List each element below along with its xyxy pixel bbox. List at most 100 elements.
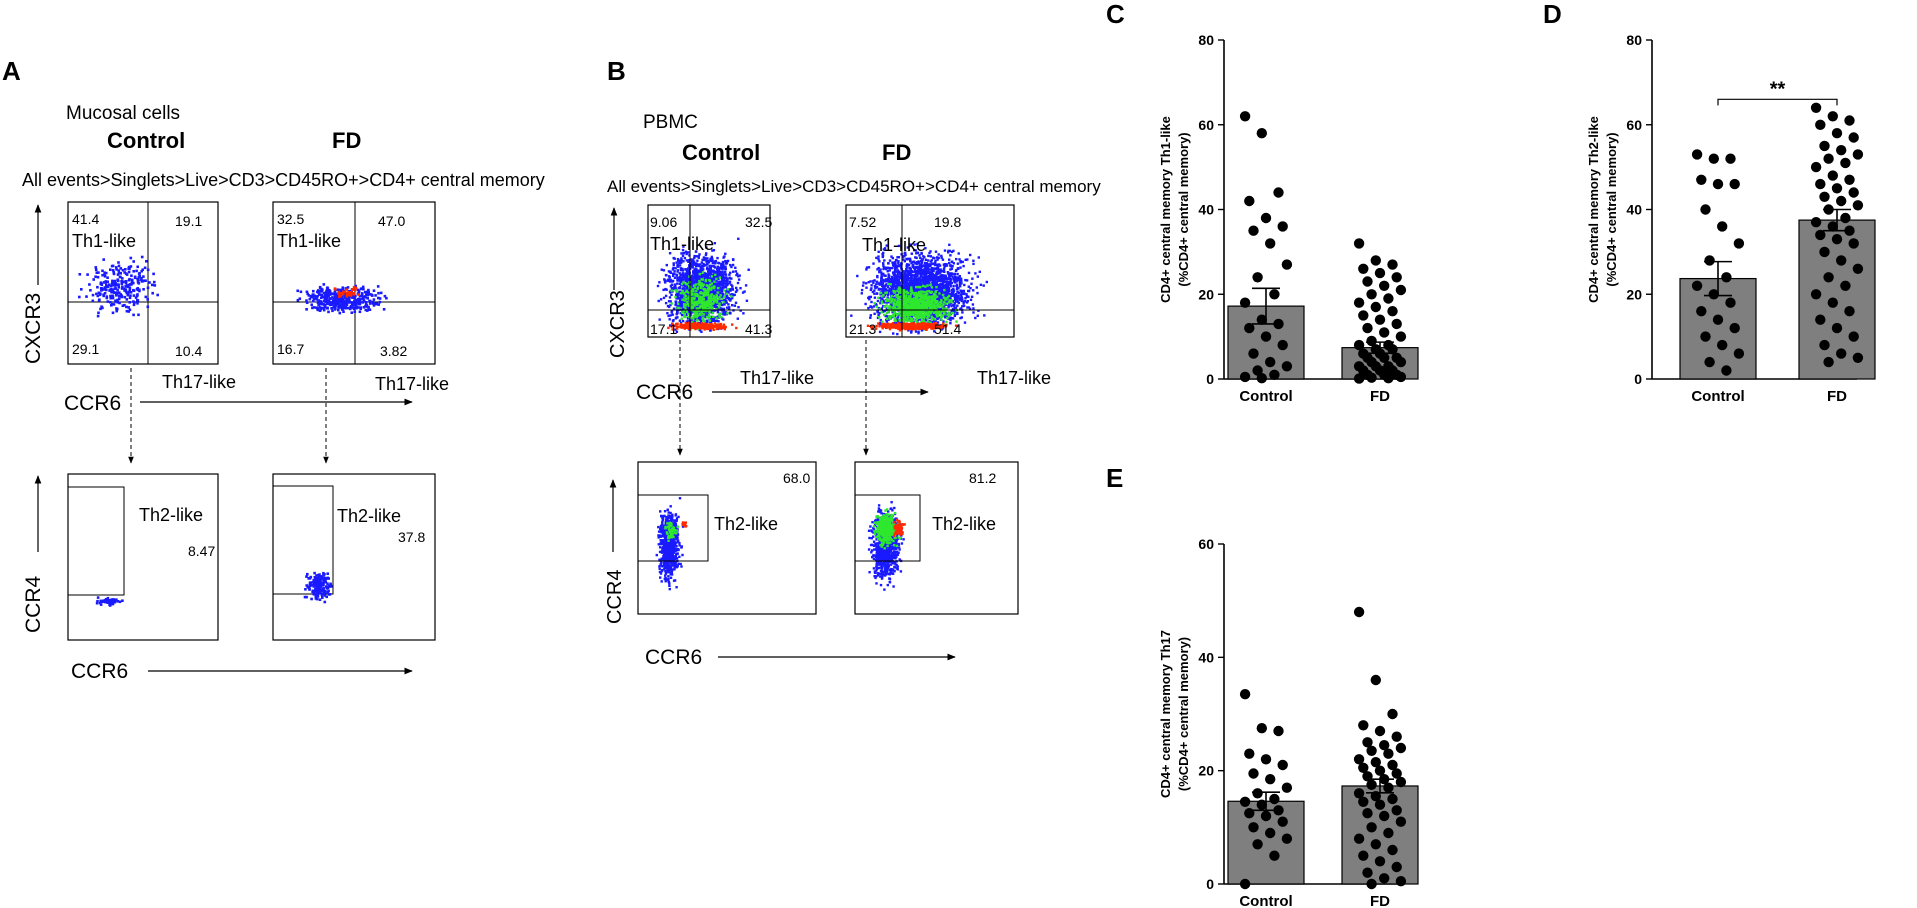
event-dot (910, 331, 913, 334)
event-dot (727, 307, 731, 310)
event-dot (368, 308, 372, 311)
event-dot (882, 262, 885, 265)
event-dot (948, 290, 951, 293)
event-dot (156, 293, 159, 297)
event-dot (714, 303, 718, 306)
event-dot (707, 313, 711, 316)
event-dot (104, 271, 108, 275)
event-dot (687, 260, 690, 263)
event-dot (689, 295, 693, 298)
plot-frame (845, 204, 1015, 338)
event-dot (704, 302, 707, 306)
event-dot (352, 294, 355, 298)
event-dot (343, 294, 346, 297)
event-dot (96, 294, 100, 298)
event-dot (721, 262, 724, 266)
event-dot (972, 262, 975, 266)
event-dot (722, 282, 726, 285)
event-dot (124, 290, 128, 293)
event-dot (735, 273, 738, 277)
event-dot (682, 245, 685, 248)
event-dot (870, 300, 873, 304)
event-dot (890, 255, 893, 258)
event-dot (704, 313, 707, 316)
event-dot (307, 586, 311, 590)
event-dot (911, 287, 914, 291)
event-dot (117, 297, 121, 301)
event-dot (700, 327, 703, 330)
event-dot (911, 260, 914, 264)
event-dot (695, 289, 698, 293)
gating-path: All events>Singlets>Live>CD3>CD45RO+>CD4… (607, 177, 1101, 196)
event-dot (887, 262, 890, 265)
event-dot (128, 277, 131, 281)
event-dot (709, 294, 713, 298)
event-dot (114, 299, 117, 302)
event-dot (956, 262, 960, 265)
event-dot (325, 289, 328, 292)
event-dot (702, 256, 706, 259)
event-dot (667, 300, 671, 303)
event-dot (687, 291, 690, 294)
event-dot (693, 280, 697, 283)
event-dot (947, 288, 951, 291)
event-dot (670, 293, 673, 296)
event-dot (124, 281, 128, 285)
event-dot (721, 308, 725, 311)
event-dot (364, 302, 368, 306)
quadrant-value-ll: 16.7 (277, 341, 304, 357)
event-dot (326, 294, 330, 297)
event-dot (363, 290, 367, 294)
event-dot (101, 273, 104, 277)
event-dot (675, 273, 678, 276)
event-dot (128, 286, 132, 290)
event-dot (722, 294, 725, 297)
event-dot (920, 268, 923, 271)
event-dot (698, 279, 701, 283)
event-dot (912, 281, 915, 284)
event-dot (955, 257, 958, 261)
th1-like-label: Th1-like (277, 231, 341, 251)
event-dot (337, 301, 341, 305)
event-dot (928, 268, 931, 271)
event-dot (99, 307, 102, 311)
event-dot (96, 596, 100, 599)
event-dot (703, 308, 706, 311)
panel-a: A Mucosal cells Control FD All events>Si… (2, 56, 545, 683)
event-dot (948, 293, 952, 296)
event-dot (711, 290, 714, 294)
event-dot (711, 249, 714, 252)
event-dot (377, 296, 380, 300)
event-dot (327, 589, 330, 593)
event-dot (321, 577, 324, 581)
event-dot (913, 270, 916, 273)
event-dot (877, 266, 880, 270)
event-dot (98, 601, 102, 605)
event-dot (345, 288, 349, 291)
event-dot (939, 270, 942, 274)
event-dot (124, 285, 127, 288)
event-dot (715, 270, 719, 273)
event-dot (693, 313, 696, 316)
event-dot (101, 306, 104, 310)
event-dot (953, 298, 957, 301)
event-dot (726, 312, 729, 315)
event-dot (710, 323, 713, 326)
event-dot (377, 291, 380, 295)
event-dot (683, 293, 686, 296)
event-dot (734, 290, 738, 293)
event-dot (346, 306, 350, 310)
event-dot (97, 271, 100, 274)
event-dot (710, 258, 713, 261)
event-dot (985, 280, 988, 284)
event-dot (132, 289, 136, 292)
event-dot (321, 596, 324, 599)
event-dot (904, 253, 907, 257)
event-dot (684, 294, 688, 298)
event-dot (325, 290, 328, 294)
event-dot (684, 272, 687, 275)
event-dot (345, 299, 348, 302)
event-dot (686, 287, 689, 291)
event-dot (716, 284, 720, 287)
event-dot (677, 259, 680, 262)
